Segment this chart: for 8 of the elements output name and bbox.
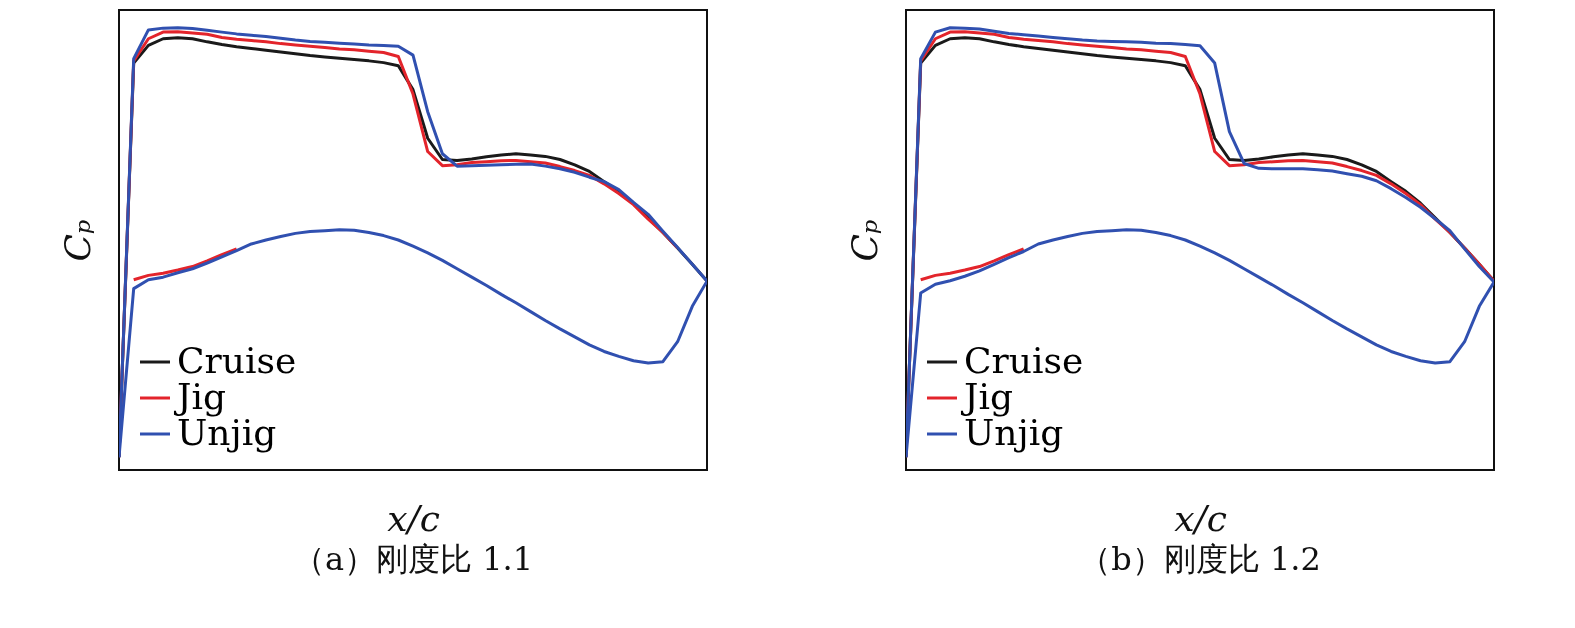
y-axis-title: Cₚ (843, 219, 885, 262)
text: （b）刚度比 1.2 (1079, 540, 1321, 578)
text: （a）刚度比 1.1 (292, 540, 534, 578)
x-axis-title: x/c (1174, 497, 1227, 539)
legend-label: Cruise (964, 340, 1084, 381)
y-axis-title: Cₚ (56, 219, 98, 262)
x-axis-title: x/c (387, 497, 440, 539)
legend-label: Cruise (177, 340, 297, 381)
